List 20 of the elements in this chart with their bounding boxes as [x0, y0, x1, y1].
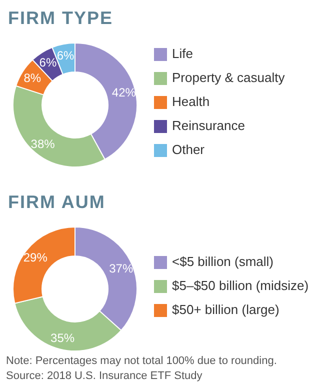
- legend-label: Reinsurance: [172, 117, 245, 135]
- text: Note: Percentages may not total 100% due to rounding.: [5, 354, 278, 369]
- data-label: 6%: [56, 48, 75, 62]
- data-label: 37%: [109, 261, 134, 276]
- legend-label: <$5 billion (small): [172, 253, 274, 271]
- chart-title: FIRM AUM: [7, 192, 106, 214]
- source-note: Source: 2018 U.S. Insurance ETF Study: [5, 369, 204, 384]
- legend-label: Other: [172, 141, 205, 159]
- chart-title: FIRM TYPE: [7, 8, 114, 30]
- legend-label: Life: [172, 45, 193, 63]
- data-label: 29%: [23, 250, 48, 265]
- legend-label: Property & casualty: [172, 69, 285, 87]
- data-label: 8%: [24, 70, 42, 85]
- legend-label: Health: [172, 93, 210, 111]
- data-label: 6%: [39, 55, 57, 70]
- legend-label: $5–$50 billion (midsize): [172, 277, 309, 295]
- data-label: 35%: [50, 330, 75, 345]
- data-label: 42%: [112, 85, 136, 100]
- data-label: 38%: [30, 136, 56, 151]
- legend-label: $50+ billion (large): [172, 301, 280, 319]
